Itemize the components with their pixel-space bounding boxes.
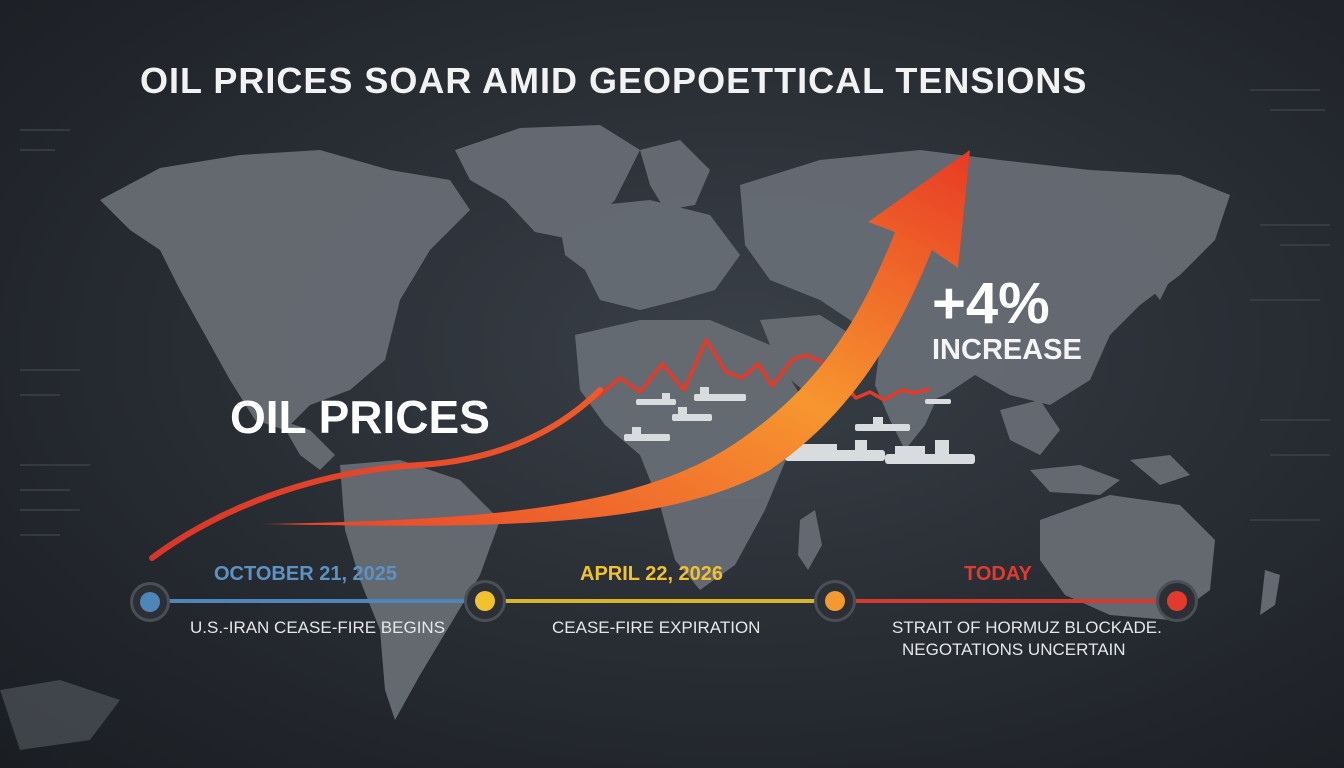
price-zigzag-line xyxy=(594,338,931,402)
timeline-node-1 xyxy=(130,582,170,622)
stat-label: INCREASE xyxy=(932,334,1082,366)
timeline-node-4 xyxy=(1156,580,1198,622)
trend-swoosh xyxy=(149,387,603,561)
timeline-dot xyxy=(475,591,495,611)
timeline-event-4-line-2: NEGOTATIONS UNCERTAIN xyxy=(902,640,1126,659)
oil-tanker-icon xyxy=(624,387,975,464)
timeline-event-4: STRAIT OF HORMUZ BLOCKADE. xyxy=(892,618,1162,637)
timeline-event-2: CEASE-FIRE EXPIRATION xyxy=(552,618,761,637)
timeline-node-3 xyxy=(814,580,856,622)
timeline-date-1: OCTOBER 21, 2025 xyxy=(214,563,398,585)
headline: OIL PRICES SOAR AMID GEOPOETTICAL TENSIO… xyxy=(140,60,1088,101)
timeline-event-1: U.S.-IRAN CEASE-FIRE BEGINS xyxy=(190,618,446,637)
timeline-node-2 xyxy=(464,580,506,622)
up-trend-arrow xyxy=(262,150,970,526)
timeline-date-3: TODAY xyxy=(964,563,1032,585)
timeline-dot xyxy=(1167,591,1187,611)
data-texture xyxy=(20,89,1330,536)
stat-value: +4% xyxy=(932,271,1050,336)
timeline-dot xyxy=(825,591,845,611)
timeline-date-2: APRIL 22, 2026 xyxy=(580,563,724,585)
timeline-dot xyxy=(140,592,160,612)
trend-label: OIL PRICES xyxy=(230,391,490,443)
